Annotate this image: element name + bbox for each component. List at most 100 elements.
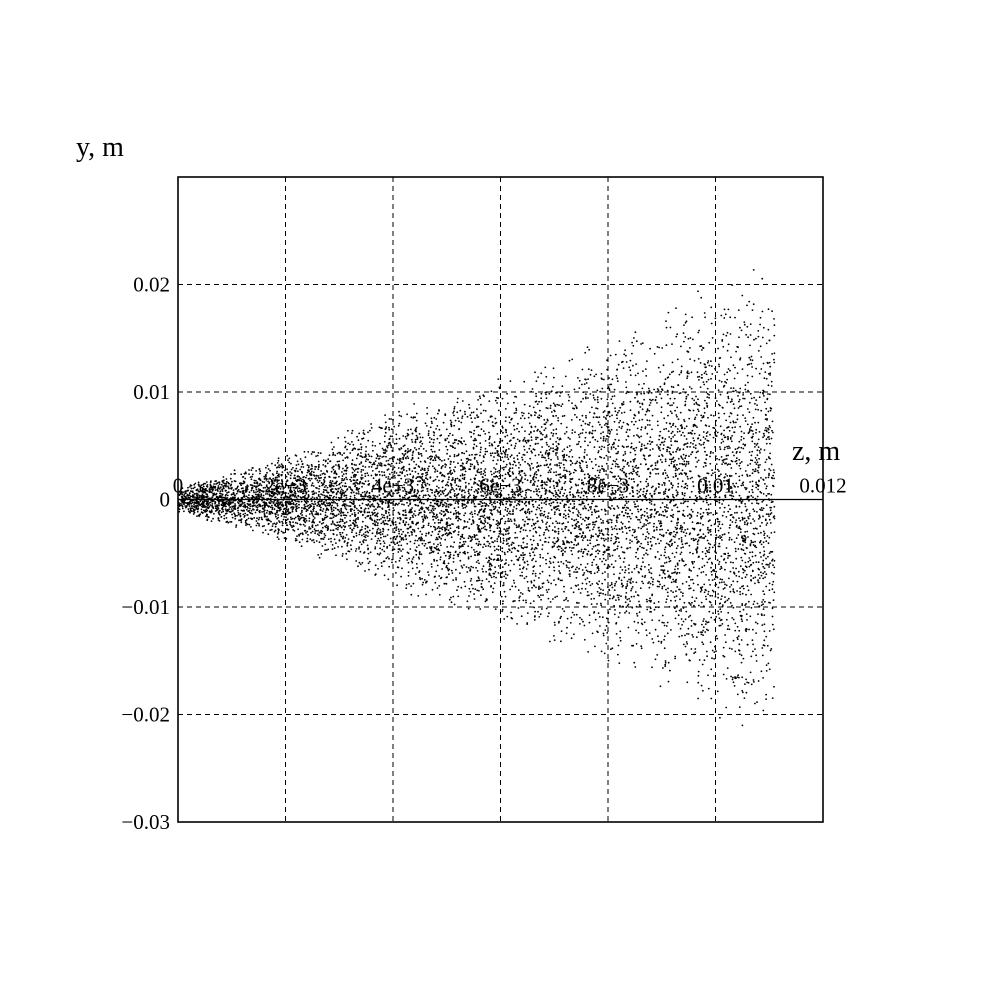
scatter-point bbox=[387, 511, 390, 514]
scatter-point bbox=[660, 397, 663, 400]
scatter-point bbox=[648, 419, 651, 422]
scatter-point bbox=[354, 515, 356, 518]
scatter-point bbox=[330, 482, 332, 484]
scatter-point bbox=[625, 354, 627, 357]
scatter-point bbox=[442, 464, 444, 467]
scatter-point bbox=[646, 419, 649, 422]
scatter-point bbox=[528, 511, 531, 513]
scatter-point bbox=[596, 603, 598, 605]
scatter-point bbox=[478, 503, 481, 506]
scatter-point bbox=[318, 485, 321, 488]
scatter-point bbox=[668, 480, 671, 482]
scatter-point bbox=[501, 602, 504, 605]
scatter-point bbox=[364, 527, 367, 530]
scatter-point bbox=[514, 585, 517, 588]
scatter-point bbox=[622, 454, 625, 456]
scatter-point bbox=[726, 378, 728, 381]
scatter-point bbox=[649, 402, 652, 404]
scatter-point bbox=[528, 552, 531, 555]
scatter-point bbox=[686, 633, 688, 635]
scatter-point bbox=[458, 545, 461, 548]
scatter-point bbox=[517, 589, 520, 591]
scatter-point bbox=[436, 538, 439, 541]
scatter-point bbox=[556, 505, 559, 508]
scatter-point bbox=[358, 510, 361, 512]
scatter-point bbox=[353, 512, 356, 514]
scatter-point bbox=[702, 523, 704, 526]
scatter-point bbox=[547, 457, 550, 460]
scatter-point bbox=[609, 471, 612, 473]
scatter-point bbox=[599, 390, 602, 393]
scatter-point bbox=[638, 436, 641, 439]
scatter-point bbox=[213, 483, 216, 485]
scatter-point bbox=[714, 595, 717, 598]
scatter-point bbox=[442, 492, 445, 495]
scatter-point bbox=[735, 472, 737, 475]
scatter-point bbox=[582, 502, 585, 505]
scatter-point bbox=[494, 447, 497, 450]
scatter-point bbox=[345, 552, 348, 555]
scatter-point bbox=[449, 503, 451, 506]
scatter-point bbox=[763, 630, 766, 633]
scatter-point bbox=[734, 426, 736, 428]
scatter-point bbox=[332, 451, 335, 454]
scatter-point bbox=[473, 429, 476, 432]
scatter-point bbox=[535, 560, 537, 563]
scatter-point bbox=[702, 347, 705, 349]
scatter-point bbox=[408, 467, 411, 470]
scatter-point bbox=[513, 457, 515, 459]
scatter-point bbox=[722, 654, 725, 657]
scatter-point bbox=[555, 414, 557, 417]
scatter-point bbox=[464, 443, 467, 446]
scatter-point bbox=[443, 582, 446, 585]
scatter-point bbox=[376, 529, 379, 531]
scatter-point bbox=[646, 519, 649, 522]
scatter-point bbox=[485, 502, 487, 505]
scatter-point bbox=[505, 559, 507, 561]
scatter-point bbox=[757, 532, 760, 535]
scatter-point bbox=[599, 437, 602, 439]
scatter-point bbox=[564, 432, 566, 435]
scatter-point bbox=[450, 569, 453, 572]
scatter-point bbox=[709, 455, 711, 458]
scatter-point bbox=[753, 520, 756, 522]
scatter-point bbox=[418, 433, 421, 435]
scatter-point bbox=[738, 494, 741, 497]
scatter-point bbox=[378, 539, 381, 542]
scatter-point bbox=[452, 469, 455, 471]
scatter-point bbox=[546, 481, 548, 483]
scatter-point bbox=[558, 509, 561, 512]
scatter-point bbox=[762, 565, 765, 568]
scatter-point bbox=[752, 527, 755, 530]
scatter-point bbox=[252, 490, 255, 492]
scatter-point bbox=[755, 486, 758, 489]
scatter-point bbox=[296, 535, 298, 537]
scatter-point bbox=[250, 526, 252, 528]
scatter-point bbox=[604, 598, 607, 601]
scatter-point bbox=[541, 570, 544, 573]
scatter-point bbox=[341, 555, 344, 557]
scatter-point bbox=[634, 529, 636, 531]
scatter-point bbox=[222, 476, 225, 478]
scatter-point bbox=[615, 519, 618, 522]
scatter-point bbox=[494, 471, 497, 473]
scatter-point bbox=[368, 529, 371, 532]
scatter-point bbox=[703, 564, 706, 567]
scatter-point bbox=[393, 475, 396, 477]
scatter-point bbox=[656, 420, 659, 423]
scatter-point bbox=[495, 484, 498, 486]
scatter-point bbox=[677, 623, 680, 625]
scatter-point bbox=[378, 518, 381, 521]
scatter-point bbox=[333, 500, 335, 503]
scatter-point bbox=[726, 599, 729, 602]
scatter-point bbox=[639, 521, 642, 524]
scatter-point bbox=[723, 317, 726, 319]
scatter-point bbox=[685, 581, 688, 583]
scatter-point bbox=[613, 527, 616, 530]
scatter-point bbox=[435, 513, 438, 516]
scatter-point bbox=[738, 391, 741, 394]
scatter-point bbox=[448, 557, 450, 560]
scatter-point bbox=[314, 513, 317, 516]
scatter-point bbox=[308, 465, 310, 467]
scatter-point bbox=[682, 388, 685, 391]
